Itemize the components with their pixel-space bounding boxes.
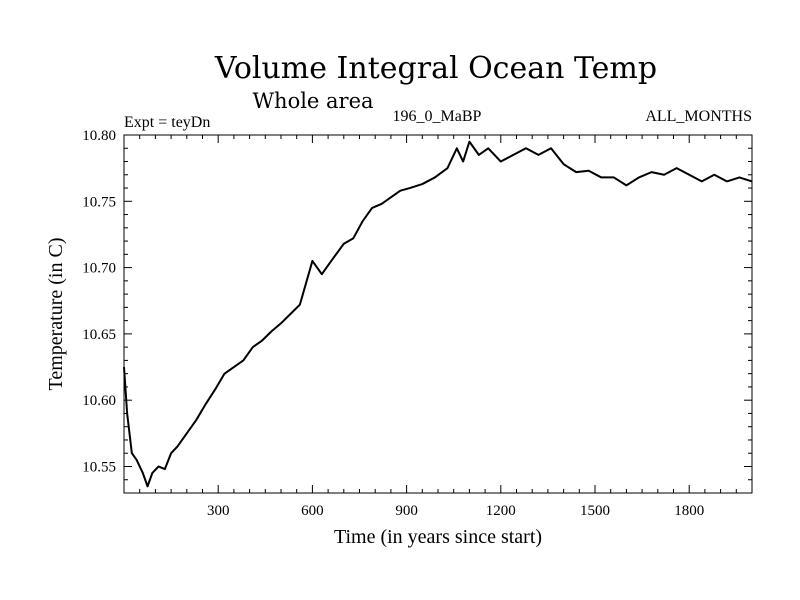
x-tick-label: 1500 bbox=[580, 503, 610, 519]
y-tick-label: 10.55 bbox=[82, 459, 116, 475]
y-axis-label: Temperature (in C) bbox=[45, 238, 67, 391]
x-tick-label: 300 bbox=[207, 503, 230, 519]
x-tick-labels: 300 600 900 1200 1500 1800 bbox=[207, 503, 704, 519]
x-tick-label: 900 bbox=[395, 503, 418, 519]
chart-subtitle: Whole area bbox=[252, 89, 373, 113]
experiment-label: Expt = teyDn bbox=[124, 114, 210, 131]
y-tick-labels: 10.55 10.60 10.65 10.70 10.75 10.80 bbox=[82, 128, 116, 475]
y-tick-label: 10.80 bbox=[82, 128, 116, 144]
y-tick-label: 10.70 bbox=[82, 261, 116, 277]
x-tick-label: 1200 bbox=[486, 503, 516, 519]
axis-ticks bbox=[124, 135, 752, 493]
x-axis-label: Time (in years since start) bbox=[334, 526, 542, 548]
period-label: 196_0_MaBP bbox=[393, 108, 482, 125]
x-tick-label: 600 bbox=[301, 503, 324, 519]
months-label: ALL_MONTHS bbox=[645, 108, 752, 125]
series-line-temperature bbox=[123, 140, 753, 488]
y-tick-label: 10.60 bbox=[82, 393, 116, 409]
y-tick-label: 10.75 bbox=[82, 194, 116, 210]
y-tick-label: 10.65 bbox=[82, 327, 116, 343]
chart-title: Volume Integral Ocean Temp bbox=[214, 51, 657, 86]
x-tick-label: 1800 bbox=[674, 503, 704, 519]
plot-frame bbox=[123, 134, 753, 494]
